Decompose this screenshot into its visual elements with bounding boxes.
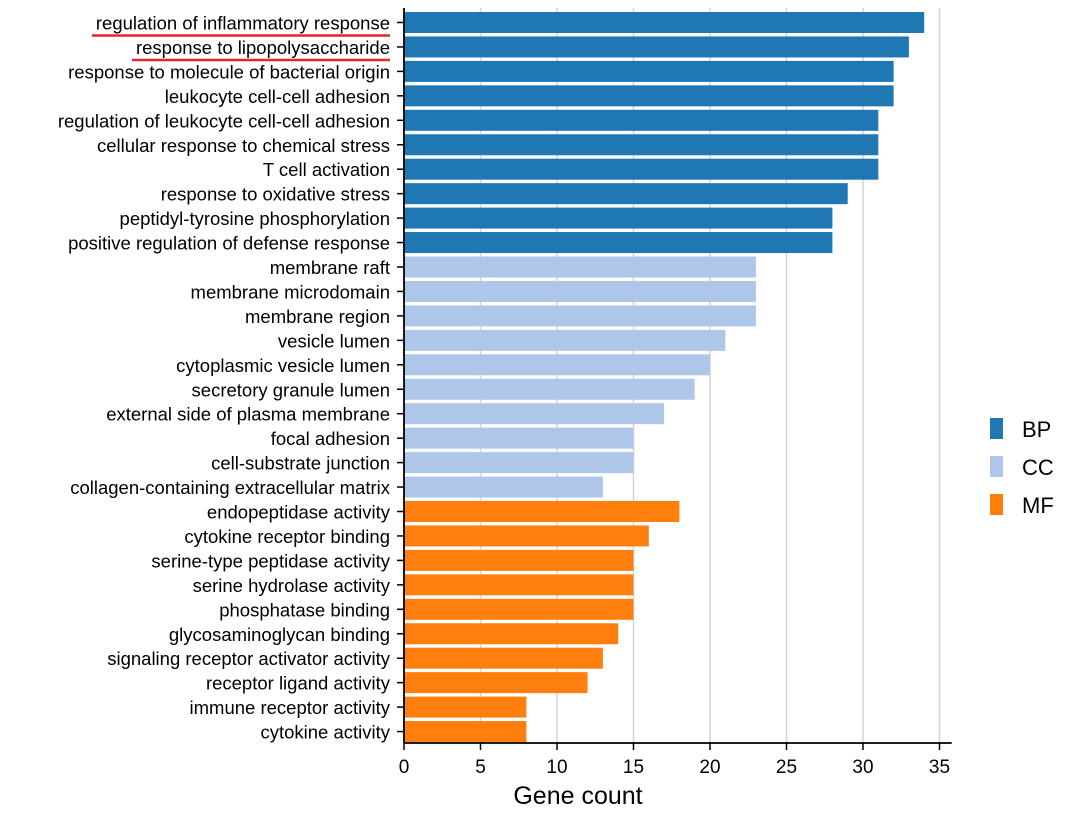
bar: [404, 403, 665, 425]
bar: [404, 427, 634, 449]
legend-label: CC: [1022, 455, 1054, 480]
category-label: regulation of leukocyte cell-cell adhesi…: [58, 110, 390, 131]
bar: [404, 574, 634, 596]
bar: [404, 36, 909, 58]
category-label: regulation of inflammatory response: [96, 13, 390, 34]
x-tick-label: 20: [699, 757, 720, 778]
bar: [404, 232, 833, 254]
bar: [404, 452, 634, 474]
category-label: vesicle lumen: [278, 330, 390, 351]
bar: [404, 378, 695, 400]
legend-swatch: [990, 418, 1003, 439]
x-tick-label: 35: [929, 757, 950, 778]
bar: [404, 158, 879, 180]
legend-label: MF: [1022, 493, 1054, 518]
legend-label: BP: [1022, 417, 1051, 442]
bar: [404, 60, 894, 82]
category-label: response to molecule of bacterial origin: [68, 61, 390, 82]
bar: [404, 721, 527, 743]
bar: [404, 280, 756, 302]
bar: [404, 598, 634, 620]
category-label: cytokine activity: [260, 722, 390, 743]
category-label: receptor ligand activity: [206, 673, 391, 694]
category-label: leukocyte cell-cell adhesion: [165, 86, 390, 107]
category-label: cytoplasmic vesicle lumen: [176, 355, 390, 376]
bar: [404, 183, 848, 205]
x-tick-label: 5: [475, 757, 486, 778]
category-label: immune receptor activity: [190, 697, 391, 718]
x-tick-label: 30: [852, 757, 873, 778]
bar: [404, 256, 756, 278]
category-label: phosphatase binding: [219, 599, 390, 620]
bar: [404, 354, 710, 376]
category-label: membrane region: [245, 306, 390, 327]
category-label: external side of plasma membrane: [106, 404, 390, 425]
x-tick-label: 10: [546, 757, 567, 778]
bar: [404, 476, 603, 498]
category-label: T cell activation: [263, 159, 390, 180]
category-label: membrane raft: [270, 257, 390, 278]
bar: [404, 329, 726, 351]
category-label: serine hydrolase activity: [193, 575, 391, 596]
bar: [404, 134, 879, 156]
bar: [404, 109, 879, 131]
x-axis-label: Gene count: [513, 782, 642, 810]
bars-layer: [404, 12, 925, 743]
bar: [404, 501, 680, 522]
axes: 0 5 10 15 20 25 30 35: [397, 8, 952, 778]
category-label: cell-substrate junction: [211, 453, 390, 474]
bar: [404, 696, 527, 718]
bar: [404, 549, 634, 571]
category-label: signaling receptor activator activity: [107, 648, 391, 669]
x-tick-label: 25: [776, 757, 797, 778]
legend: BP CC MF: [990, 417, 1054, 518]
category-label: peptidyl-tyrosine phosphorylation: [120, 208, 390, 229]
category-label: cellular response to chemical stress: [97, 135, 390, 156]
bar: [404, 12, 925, 33]
category-labels: regulation of inflammatory response respo…: [58, 13, 391, 743]
bar: [404, 207, 833, 229]
bar: [404, 85, 894, 107]
bar: [404, 305, 756, 327]
category-label: response to oxidative stress: [161, 184, 390, 205]
category-label: positive regulation of defense response: [68, 233, 390, 254]
legend-swatch: [990, 456, 1003, 477]
x-tick-label: 0: [399, 757, 410, 778]
bar: [404, 672, 588, 694]
bar: [404, 647, 603, 669]
legend-swatch: [990, 494, 1003, 515]
category-label: serine-type peptidase activity: [151, 550, 390, 571]
category-label: focal adhesion: [271, 428, 390, 449]
category-label: glycosaminoglycan binding: [169, 624, 390, 645]
bar: [404, 623, 619, 645]
category-label: collagen-containing extracellular matrix: [70, 477, 391, 498]
category-label: endopeptidase activity: [207, 502, 391, 523]
category-label: membrane microdomain: [191, 281, 390, 302]
category-label: response to lipopolysaccharide: [136, 37, 390, 58]
x-tick-label: 15: [623, 757, 644, 778]
category-label: secretory granule lumen: [192, 379, 390, 400]
bar: [404, 525, 649, 547]
category-label: cytokine receptor binding: [184, 526, 390, 547]
